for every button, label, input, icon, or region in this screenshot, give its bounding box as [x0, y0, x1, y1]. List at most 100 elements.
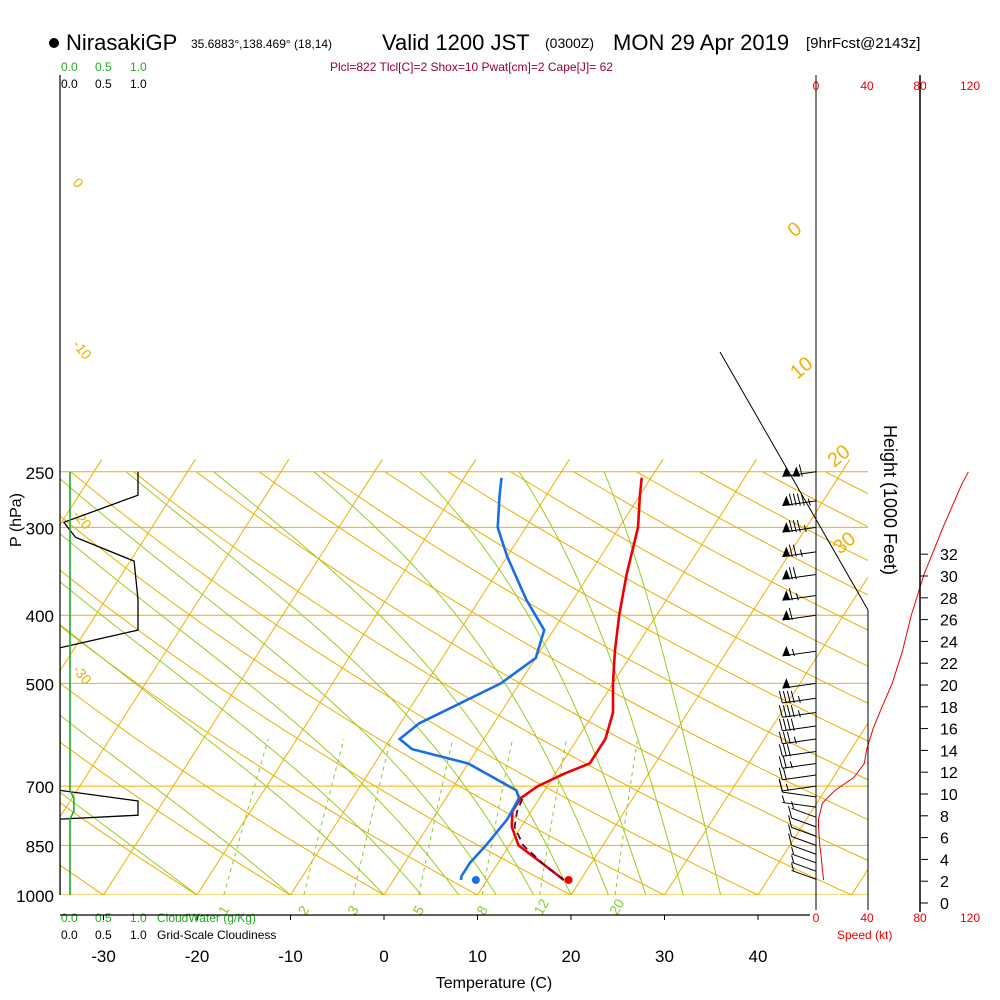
dry-adiabat-label: -20 — [70, 507, 95, 533]
cloudwater-label: CloudWater (g/Kg) — [157, 911, 256, 925]
wind-barb-half-feather — [795, 593, 799, 601]
isotherm-label: 20 — [823, 441, 854, 472]
wind-barb-feather — [786, 705, 791, 718]
isotherm-line — [60, 459, 196, 672]
wind-barb-half-feather — [791, 801, 795, 809]
wind-barb-feather — [788, 588, 793, 601]
wind-barb — [791, 863, 817, 880]
wind-barb — [782, 520, 817, 533]
wind-barb-pennant — [782, 522, 791, 533]
wind-barb — [782, 464, 817, 477]
temperature-tick-label: -20 — [185, 947, 210, 966]
dry-adiabat-line — [258, 471, 868, 821]
wind-barb — [778, 705, 817, 718]
height-tick-label: 32 — [940, 547, 958, 564]
stability-indices: Plcl=822 Tlcl[C]=2 Shox=10 Pwat[cm]=2 Ca… — [330, 60, 613, 74]
moist-adiabat-line — [60, 478, 497, 895]
height-tick-label: 14 — [940, 743, 958, 760]
wind-barb-half-feather — [797, 695, 801, 704]
wind-barb-feather — [782, 690, 787, 704]
cloudiness-tick-top: 0.0 — [61, 77, 78, 91]
dry-adiabat-line — [510, 471, 868, 667]
height-tick-label: 0 — [940, 896, 949, 913]
wind-barb — [778, 778, 817, 792]
mixing-ratio-line — [223, 738, 269, 895]
wind-barb — [782, 493, 817, 507]
wind-barb-half-feather — [803, 525, 807, 533]
wind-barb — [778, 767, 817, 781]
x-axis-label: Temperature (C) — [436, 975, 552, 992]
wind-barb-feather — [788, 824, 793, 837]
wind-barb-feather — [786, 744, 791, 757]
wind-barb-feather — [792, 567, 797, 580]
cloudiness-tick-top: 0.5 — [95, 77, 112, 91]
isotherm-label: 0 — [784, 218, 807, 242]
temperature-tick-label: 10 — [468, 947, 487, 966]
temperature-tick-label: 0 — [379, 947, 388, 966]
cloud-panel-clip — [60, 471, 139, 895]
parcel-profile — [513, 797, 565, 881]
height-tick-label: 2 — [940, 874, 949, 891]
wind-barb-feather — [792, 544, 797, 557]
wind-barb-feather — [788, 567, 793, 580]
temperature-tick-label: 20 — [562, 947, 581, 966]
wind-barb — [778, 744, 817, 757]
wind-barb-pennant — [782, 678, 791, 689]
temperature-tick-label: -30 — [91, 947, 116, 966]
wind-barb-feather — [782, 705, 787, 718]
wind-barb — [791, 846, 817, 864]
pressure-tick-label: 300 — [26, 519, 54, 538]
isotherm-label: 10 — [786, 353, 817, 384]
wind-barb-feather — [788, 520, 793, 533]
mixing-ratio-line — [352, 738, 392, 895]
wind-barb-shaft — [782, 774, 817, 781]
chart-header: NirasakiGP 35.6883°,138.469° (18,14) Val… — [49, 30, 920, 55]
wind-barb — [781, 795, 817, 808]
sounding-profiles — [397, 477, 643, 884]
moist-adiabat-line — [60, 714, 291, 895]
height-axis-label: Height (1000 Feet) — [880, 425, 900, 575]
wind-barb-half-feather — [797, 710, 801, 718]
wind-barb-feather — [800, 493, 805, 506]
mixing-ratio-line — [303, 738, 345, 895]
surface-dewpoint-point — [471, 875, 480, 884]
cloudiness-profile — [60, 471, 139, 895]
wind-barb — [788, 815, 817, 837]
wind-barb-shaft — [791, 807, 817, 818]
forecast-tag: [9hrFcst@2143z] — [806, 35, 920, 52]
dry-adiabat-line — [60, 625, 478, 895]
wind-barb-feather — [782, 744, 787, 757]
wind-barb — [782, 544, 817, 558]
pressure-tick-label: 500 — [26, 675, 54, 694]
wind-barb-half-feather — [793, 736, 797, 744]
wind-barb-feather — [790, 718, 795, 731]
wind-barb — [778, 690, 817, 704]
wind-barb-half-feather — [791, 648, 795, 657]
moist-adiabat-line — [313, 471, 609, 895]
wind-barb-feather — [778, 690, 783, 704]
pressure-tick-label: 1000 — [16, 887, 54, 906]
height-tick-label: 10 — [940, 787, 958, 804]
wind-barb-feather — [788, 815, 793, 828]
station-coords: 35.6883°,138.469° (18,14) — [191, 37, 332, 51]
dry-adiabat-line — [951, 472, 1000, 895]
dry-adiabat-line — [70, 471, 759, 895]
speed-tick-bottom: 0 — [813, 911, 820, 925]
wind-barb-feather — [782, 767, 787, 780]
moist-adiabat-line — [60, 791, 198, 895]
wind-barb-shaft — [791, 836, 817, 846]
wind-barb-feather — [788, 493, 793, 506]
cloudwater-tick-top: 0.0 — [61, 60, 78, 74]
valid-utc: (0300Z) — [545, 35, 594, 51]
wind-barb-feather — [790, 690, 795, 704]
dry-adiabat-line — [60, 569, 572, 895]
wind-panel — [719, 75, 969, 910]
wind-barb-pennant — [782, 609, 791, 620]
height-tick-label: 24 — [940, 634, 958, 651]
wind-barb-feather — [788, 607, 793, 621]
dry-adiabat-line — [196, 471, 868, 862]
station-name: NirasakiGP — [66, 30, 177, 55]
speed-tick-bottom: 40 — [860, 911, 874, 925]
panel-boundary-line — [719, 351, 869, 611]
wind-barb-feather — [790, 705, 795, 718]
